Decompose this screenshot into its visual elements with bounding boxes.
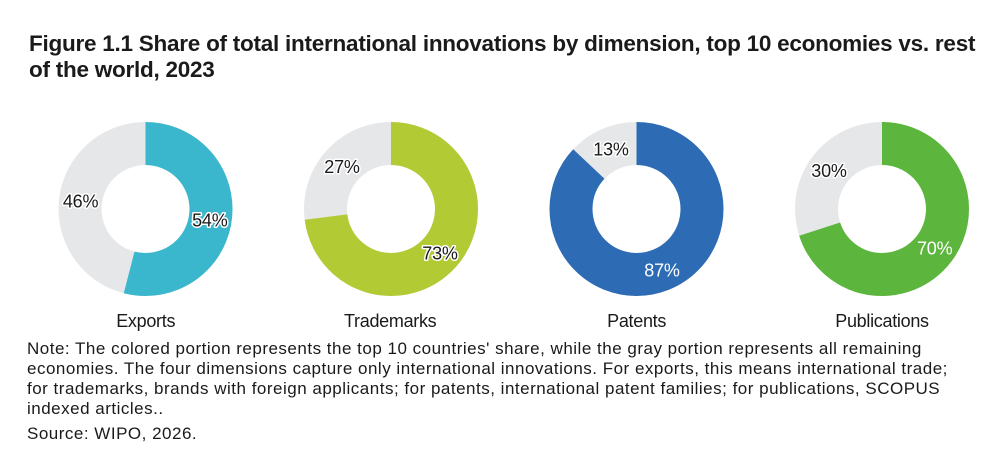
svg-text:30%: 30% [811, 161, 847, 181]
svg-text:70%: 70% [917, 239, 953, 259]
svg-text:46%: 46% [63, 192, 99, 212]
svg-text:13%: 13% [593, 140, 629, 160]
svg-text:27%: 27% [324, 157, 360, 177]
svg-text:Patents: Patents [607, 311, 666, 331]
svg-text:Trademarks: Trademarks [344, 311, 437, 331]
svg-text:Exports: Exports [116, 311, 175, 331]
svg-text:73%: 73% [422, 244, 458, 264]
svg-text:Publications: Publications [835, 311, 929, 331]
svg-text:54%: 54% [192, 211, 228, 231]
svg-text:87%: 87% [644, 261, 680, 281]
